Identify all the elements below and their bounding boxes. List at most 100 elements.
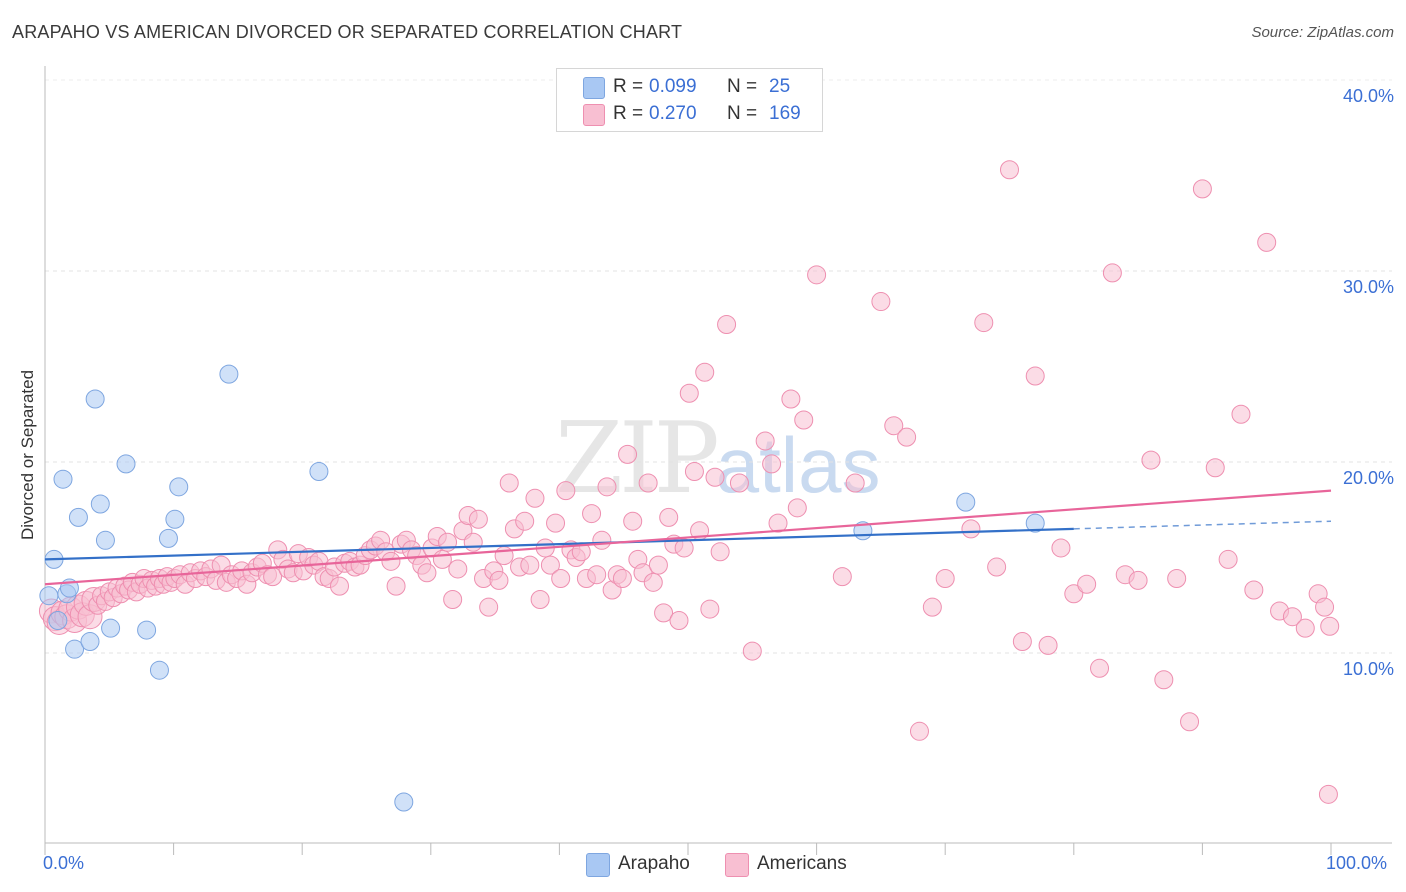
point-americans-86 — [443, 590, 463, 610]
point-americans-136 — [700, 599, 720, 619]
point-americans-74 — [381, 551, 401, 571]
r-value: 0.270 — [649, 103, 697, 124]
point-arapaho-0 — [39, 586, 59, 606]
trend-line-americans — [44, 489, 1332, 586]
point-americans-153 — [897, 427, 917, 447]
point-arapaho-24 — [1025, 513, 1045, 533]
point-americans-125 — [643, 572, 663, 592]
x-tick-label-max: 100.0% — [1326, 853, 1388, 873]
point-arapaho-2 — [48, 611, 68, 631]
point-arapaho-13 — [116, 454, 136, 474]
point-americans-106 — [546, 513, 566, 533]
n-label: N = — [727, 103, 758, 124]
point-americans-187 — [1320, 616, 1340, 636]
watermark-atlas: atlas — [715, 421, 881, 509]
trend-line-arapaho — [44, 527, 1074, 561]
point-americans-130 — [669, 611, 689, 631]
point-americans-150 — [845, 473, 865, 493]
legend-swatch-americans — [583, 104, 605, 126]
point-americans-162 — [1025, 366, 1045, 386]
point-americans-155 — [922, 597, 942, 617]
point-americans-143 — [762, 454, 782, 474]
point-americans-121 — [623, 511, 643, 531]
point-americans-161 — [1012, 632, 1032, 652]
point-americans-114 — [587, 565, 607, 585]
point-americans-116 — [597, 477, 617, 497]
r-value: 0.099 — [649, 76, 697, 97]
point-arapaho-23 — [956, 492, 976, 512]
point-americans-144 — [768, 513, 788, 533]
n-label: N = — [727, 76, 758, 97]
legend-label-americans: Americans — [757, 853, 847, 874]
point-americans-165 — [1064, 584, 1084, 604]
point-americans-152 — [884, 416, 904, 436]
point-americans-140 — [729, 473, 749, 493]
point-americans-131 — [674, 538, 694, 558]
point-americans-135 — [695, 362, 715, 382]
r-label: R = — [613, 76, 644, 97]
point-americans-102 — [525, 488, 545, 508]
point-americans-128 — [659, 507, 679, 527]
point-arapaho-6 — [65, 639, 85, 659]
point-americans-100 — [515, 511, 535, 531]
point-americans-156 — [935, 569, 955, 589]
point-americans-145 — [781, 389, 801, 409]
point-americans-173 — [1167, 569, 1187, 589]
point-americans-126 — [648, 555, 668, 575]
point-americans-120 — [618, 444, 638, 464]
point-americans-81 — [417, 563, 437, 583]
point-americans-178 — [1231, 404, 1251, 424]
point-americans-157 — [961, 519, 981, 539]
point-americans-137 — [705, 467, 725, 487]
point-americans-133 — [684, 462, 704, 482]
point-americans-176 — [1205, 458, 1225, 478]
point-americans-186 — [1318, 784, 1338, 804]
point-americans-97 — [499, 473, 519, 493]
point-americans-75 — [386, 576, 406, 596]
point-americans-183 — [1295, 618, 1315, 638]
x-tick-label-min: 0.0% — [43, 853, 85, 873]
point-arapaho-16 — [158, 528, 178, 548]
point-arapaho-3 — [53, 469, 73, 489]
source-label: Source: ZipAtlas.com — [1251, 24, 1394, 41]
legend-swatch-arapaho — [586, 853, 610, 877]
point-americans-149 — [832, 567, 852, 587]
point-americans-168 — [1102, 263, 1122, 283]
series-legend: Arapaho Americans — [0, 852, 1406, 878]
watermark: ZIPatlas — [555, 402, 881, 516]
trend-line-arapaho-extension — [1073, 520, 1332, 530]
r-label: R = — [613, 103, 644, 124]
point-americans-151 — [871, 292, 891, 312]
y-tick-label-10: 10.0% — [1342, 659, 1394, 679]
point-arapaho-7 — [68, 507, 88, 527]
point-arapaho-19 — [219, 364, 239, 384]
y-tick-label-40: 40.0% — [1342, 86, 1394, 106]
legend-row-arapaho: R = 0.099 N = 25 — [557, 74, 822, 100]
point-arapaho-20 — [309, 462, 329, 482]
point-americans-84 — [432, 549, 452, 569]
point-americans-160 — [1000, 160, 1019, 180]
point-americans-175 — [1192, 179, 1212, 199]
point-americans-108 — [556, 481, 576, 501]
legend-swatch-arapaho — [583, 77, 605, 99]
point-arapaho-12 — [101, 618, 121, 638]
point-americans-90 — [463, 532, 483, 552]
point-americans-138 — [710, 542, 730, 562]
point-americans-159 — [987, 557, 1007, 577]
point-americans-163 — [1038, 635, 1058, 655]
point-americans-179 — [1244, 580, 1264, 600]
n-value: 25 — [769, 76, 791, 97]
y-axis-label: Divorced or Separated — [18, 369, 37, 541]
point-americans-107 — [551, 569, 571, 589]
point-americans-93 — [479, 597, 499, 617]
legend-swatch-americans — [725, 853, 749, 877]
point-americans-64 — [329, 576, 349, 596]
n-value: 169 — [769, 103, 801, 124]
point-americans-177 — [1218, 549, 1238, 569]
point-americans-146 — [787, 498, 807, 518]
point-americans-113 — [582, 504, 602, 524]
point-arapaho-15 — [149, 660, 169, 680]
point-americans-103 — [530, 590, 550, 610]
point-americans-127 — [654, 603, 674, 623]
